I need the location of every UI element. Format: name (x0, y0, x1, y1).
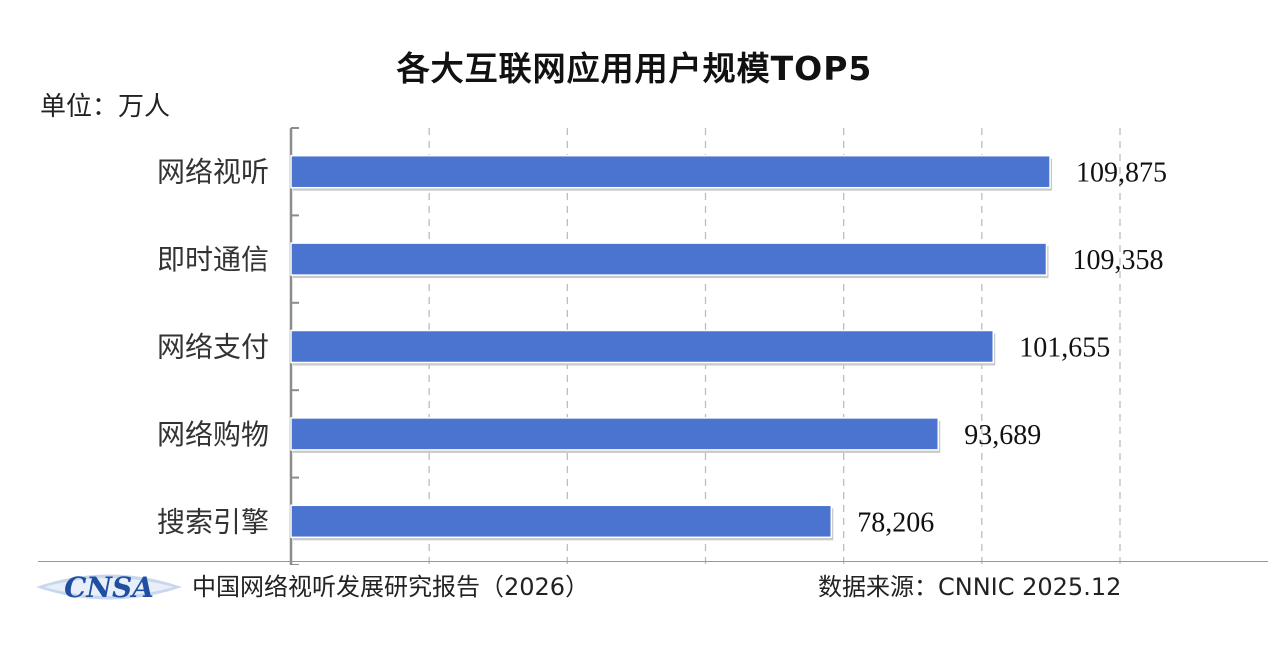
value-label: 109,875 (1076, 158, 1167, 189)
report-title: 中国网络视听发展研究报告（2026） (192, 573, 590, 601)
value-label: 78,206 (857, 507, 934, 538)
category-label: 即时通信 (157, 243, 269, 276)
category-label: 搜索引擎 (157, 505, 269, 538)
value-label: 101,655 (1019, 333, 1110, 364)
chart-title: 各大互联网应用用户规模TOP5 (396, 49, 873, 88)
bar (290, 417, 939, 451)
footer-divider (38, 561, 1268, 562)
data-source: 数据来源：CNNIC 2025.12 (818, 573, 1122, 601)
unit-label: 单位：万人 (40, 92, 171, 122)
category-label: 网络视听 (157, 156, 269, 189)
cnsa-logo: CNSA (36, 571, 182, 604)
bar (290, 329, 995, 364)
bar (290, 154, 1051, 189)
category-label: 网络购物 (157, 418, 269, 451)
category-label: 网络支付 (157, 331, 269, 364)
bar (290, 504, 833, 539)
bar (290, 242, 1048, 276)
cnsa-logo-text: CNSA (64, 571, 154, 604)
value-label: 109,358 (1072, 245, 1163, 276)
value-label: 93,689 (964, 420, 1041, 451)
bar-chart: 网络视听 109,875 即时通信 109,358 网络支付 101,655 网络购物 93,… (157, 127, 1167, 565)
